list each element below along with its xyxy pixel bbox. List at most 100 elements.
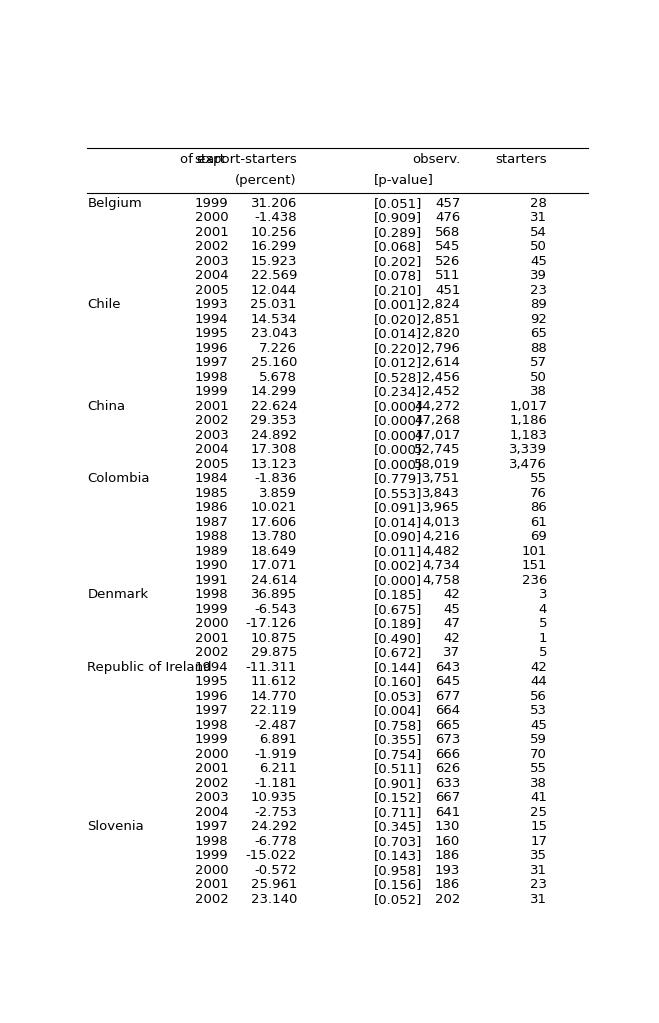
Text: 511: 511: [435, 269, 460, 282]
Text: 2001: 2001: [195, 226, 229, 238]
Text: [0.052]: [0.052]: [374, 893, 422, 905]
Text: -11.311: -11.311: [246, 661, 297, 674]
Text: starters: starters: [496, 153, 547, 167]
Text: 2003: 2003: [195, 791, 229, 804]
Text: 42: 42: [444, 588, 460, 602]
Text: 1995: 1995: [195, 675, 229, 688]
Text: 2000: 2000: [195, 617, 229, 630]
Text: 1999: 1999: [195, 603, 229, 616]
Text: 1999: 1999: [195, 733, 229, 746]
Text: 667: 667: [435, 791, 460, 804]
Text: 2002: 2002: [195, 414, 229, 428]
Text: 56: 56: [530, 690, 547, 703]
Text: 665: 665: [435, 719, 460, 731]
Text: 193: 193: [435, 863, 460, 877]
Text: 37: 37: [444, 647, 460, 659]
Text: 1984: 1984: [195, 473, 229, 485]
Text: 457: 457: [435, 196, 460, 210]
Text: 24.892: 24.892: [250, 429, 297, 442]
Text: 2000: 2000: [195, 863, 229, 877]
Text: observ.: observ.: [412, 153, 460, 167]
Text: Republic of Ireland: Republic of Ireland: [88, 661, 212, 674]
Text: Chile: Chile: [88, 299, 121, 311]
Text: 11.612: 11.612: [250, 675, 297, 688]
Text: 2005: 2005: [195, 283, 229, 297]
Text: 2003: 2003: [195, 255, 229, 268]
Text: 2000: 2000: [195, 748, 229, 761]
Text: 3,476: 3,476: [509, 457, 547, 471]
Text: 24.292: 24.292: [250, 820, 297, 834]
Text: 22.119: 22.119: [250, 704, 297, 717]
Text: -6.543: -6.543: [254, 603, 297, 616]
Text: 2,851: 2,851: [422, 313, 460, 325]
Text: 2004: 2004: [195, 443, 229, 456]
Text: [0.345]: [0.345]: [374, 820, 422, 834]
Text: 2002: 2002: [195, 776, 229, 790]
Text: 39: 39: [530, 269, 547, 282]
Text: 14.770: 14.770: [250, 690, 297, 703]
Text: 1999: 1999: [195, 386, 229, 398]
Text: 1998: 1998: [195, 719, 229, 731]
Text: 673: 673: [435, 733, 460, 746]
Text: 29.875: 29.875: [250, 647, 297, 659]
Text: 545: 545: [435, 240, 460, 254]
Text: 88: 88: [530, 342, 547, 355]
Text: 5: 5: [538, 647, 547, 659]
Text: Belgium: Belgium: [88, 196, 142, 210]
Text: [0.490]: [0.490]: [374, 632, 422, 644]
Text: Denmark: Denmark: [88, 588, 149, 602]
Text: 16.299: 16.299: [250, 240, 297, 254]
Text: 4: 4: [539, 603, 547, 616]
Text: [0.090]: [0.090]: [374, 530, 422, 543]
Text: [p-value]: [p-value]: [374, 174, 434, 187]
Text: 76: 76: [530, 487, 547, 500]
Text: [0.210]: [0.210]: [374, 283, 422, 297]
Text: 50: 50: [530, 370, 547, 384]
Text: [0.220]: [0.220]: [374, 342, 422, 355]
Text: 2004: 2004: [195, 269, 229, 282]
Text: 47,017: 47,017: [414, 429, 460, 442]
Text: 59: 59: [530, 733, 547, 746]
Text: 10.935: 10.935: [250, 791, 297, 804]
Text: 17.071: 17.071: [250, 560, 297, 572]
Text: 2001: 2001: [195, 879, 229, 891]
Text: 2,614: 2,614: [422, 356, 460, 369]
Text: 2005: 2005: [195, 457, 229, 471]
Text: 4,758: 4,758: [422, 574, 460, 587]
Text: 1988: 1988: [195, 530, 229, 543]
Text: 1999: 1999: [195, 196, 229, 210]
Text: 1993: 1993: [195, 299, 229, 311]
Text: 24.614: 24.614: [250, 574, 297, 587]
Text: 2002: 2002: [195, 893, 229, 905]
Text: 526: 526: [435, 255, 460, 268]
Text: 1998: 1998: [195, 370, 229, 384]
Text: 53: 53: [530, 704, 547, 717]
Text: [0.143]: [0.143]: [374, 849, 422, 862]
Text: 50: 50: [530, 240, 547, 254]
Text: 10.021: 10.021: [250, 501, 297, 515]
Text: 2,452: 2,452: [422, 386, 460, 398]
Text: 1990: 1990: [195, 560, 229, 572]
Text: 3: 3: [538, 588, 547, 602]
Text: [0.672]: [0.672]: [374, 647, 422, 659]
Text: [0.053]: [0.053]: [374, 690, 422, 703]
Text: 31: 31: [530, 893, 547, 905]
Text: 151: 151: [522, 560, 547, 572]
Text: 643: 643: [435, 661, 460, 674]
Text: [0.020]: [0.020]: [374, 313, 422, 325]
Text: [0.675]: [0.675]: [374, 603, 422, 616]
Text: [0.909]: [0.909]: [374, 212, 422, 224]
Text: 3.859: 3.859: [259, 487, 297, 500]
Text: 55: 55: [530, 473, 547, 485]
Text: 451: 451: [435, 283, 460, 297]
Text: 54: 54: [530, 226, 547, 238]
Text: 160: 160: [435, 835, 460, 848]
Text: 1998: 1998: [195, 588, 229, 602]
Text: 25.160: 25.160: [250, 356, 297, 369]
Text: 1997: 1997: [195, 820, 229, 834]
Text: 61: 61: [530, 516, 547, 529]
Text: 1986: 1986: [195, 501, 229, 515]
Text: [0.511]: [0.511]: [374, 762, 422, 775]
Text: 22.569: 22.569: [250, 269, 297, 282]
Text: 2001: 2001: [195, 632, 229, 644]
